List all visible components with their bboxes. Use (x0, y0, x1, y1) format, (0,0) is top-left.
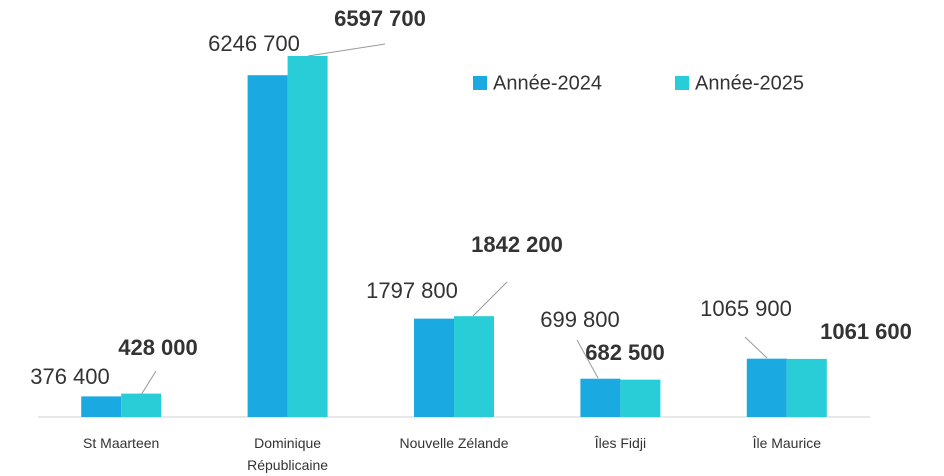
bar (580, 378, 621, 417)
bar (620, 379, 661, 417)
legend-label: Année-2024 (493, 72, 602, 94)
value-label: 1842 200 (471, 232, 563, 257)
bar (414, 318, 454, 417)
legend-label: Année-2025 (695, 72, 804, 94)
value-label: 682 500 (585, 340, 665, 365)
bar (247, 75, 288, 418)
bar (287, 56, 328, 417)
value-label: 376 400 (30, 364, 110, 389)
value-label: 1061 600 (820, 319, 912, 344)
leader-line (744, 336, 768, 359)
legend-swatch (675, 76, 689, 90)
leader-line (576, 339, 599, 379)
bar (786, 358, 827, 417)
bar (746, 358, 787, 417)
x-tick-label: St Maarteen (83, 435, 160, 451)
x-tick-label: Dominique Républicaine (247, 435, 329, 473)
value-label: 1065 900 (700, 296, 792, 321)
leader-line (472, 281, 508, 317)
x-tick-label: Nouvelle Zélande (399, 435, 509, 451)
bar (454, 316, 494, 417)
value-label: 1797 800 (366, 278, 458, 303)
leader-line (307, 43, 386, 57)
value-label: 6246 700 (208, 31, 300, 56)
x-tick-label: Île Maurice (752, 435, 822, 451)
value-label: 6597 700 (334, 6, 426, 31)
leader-line (140, 370, 157, 396)
x-tick-label: Îles Fidji (594, 435, 647, 451)
legend-swatch (473, 76, 487, 90)
value-label: 428 000 (118, 335, 198, 360)
bar (121, 393, 162, 417)
bar (81, 396, 122, 417)
value-label: 699 800 (540, 307, 620, 332)
